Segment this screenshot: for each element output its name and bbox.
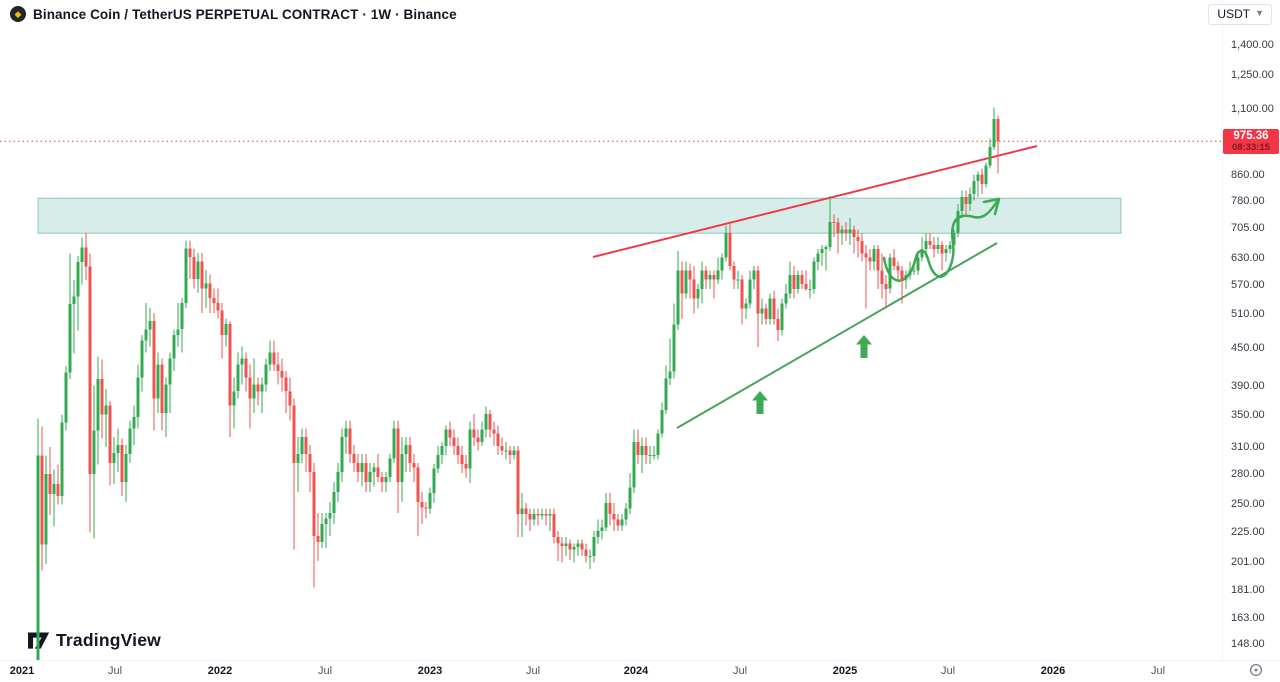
symbol-title: Binance Coin / TetherUS PERPETUAL CONTRA…: [33, 6, 457, 22]
price-tick-label: 1,100.00: [1231, 103, 1274, 116]
price-tick-label: 450.00: [1231, 341, 1265, 354]
price-tick-label: 181.00: [1231, 584, 1265, 597]
price-tick-label: 570.00: [1231, 278, 1265, 291]
price-tick-label: 1,250.00: [1231, 69, 1274, 82]
price-tick-label: 310.00: [1231, 440, 1265, 453]
price-tick-label: 148.00: [1231, 638, 1265, 650]
price-tick-label: 201.00: [1231, 556, 1265, 569]
candles-layer: [36, 107, 1000, 660]
binance-coin-logo-icon: ◆: [10, 6, 26, 22]
price-tick-label: 225.00: [1231, 526, 1265, 539]
time-tick-label: 2021: [9, 665, 35, 677]
price-tick-label: 510.00: [1231, 308, 1265, 321]
time-tick-label: Jul: [940, 665, 956, 677]
last-price-badge: 975.36 08:33:15: [1223, 128, 1279, 154]
tradingview-logo-text: TradingView: [56, 630, 161, 650]
price-tick-label: 280.00: [1231, 468, 1265, 481]
price-tick-label: 780.00: [1231, 194, 1265, 207]
time-tick-label: 2022: [207, 665, 233, 677]
up-arrow-marker[interactable]: [752, 391, 768, 414]
time-tick-label: 2026: [1040, 665, 1066, 677]
bar-countdown: 08:33:15: [1231, 142, 1271, 154]
price-tick-label: 390.00: [1231, 379, 1265, 392]
currency-selector[interactable]: USDT ▼: [1208, 4, 1272, 25]
price-tick-label: 163.00: [1231, 612, 1265, 625]
up-arrow-marker[interactable]: [856, 335, 872, 358]
resistance-trendline[interactable]: [592, 145, 1038, 258]
supply-zone-rectangle[interactable]: [37, 197, 1122, 234]
support-trendline[interactable]: [676, 242, 998, 429]
price-tick-label: 1,400.00: [1231, 39, 1274, 51]
time-tick-label: Jul: [1150, 665, 1166, 677]
last-price-value: 975.36: [1233, 129, 1269, 142]
chevron-down-icon: ▼: [1255, 8, 1264, 18]
breakout-curve-arrow[interactable]: [882, 198, 1000, 282]
price-tick-label: 860.00: [1231, 168, 1265, 181]
breakout-curve-arrowhead: [982, 197, 1001, 216]
time-tick-label: Jul: [525, 665, 541, 677]
currency-label: USDT: [1217, 7, 1251, 21]
time-tick-label: Jul: [732, 665, 748, 677]
time-axis[interactable]: 2021 Jul 2022 Jul 2023 Jul 2024 Jul 2025 Jul 2026 J…: [0, 660, 1280, 682]
time-tick-label: Jul: [107, 665, 123, 677]
price-axis[interactable]: 1,400.00 1,250.00 1,100.00 860.00 780.00 705.…: [1222, 0, 1280, 660]
time-tick-label: 2025: [832, 665, 858, 677]
price-tick-label: 630.00: [1231, 251, 1265, 264]
candlestick-chart[interactable]: [0, 0, 1222, 660]
time-tick-label: 2023: [417, 665, 443, 677]
price-tick-label: 250.00: [1231, 498, 1265, 511]
time-tick-label: 2024: [623, 665, 649, 677]
price-tick-label: 350.00: [1231, 408, 1265, 421]
symbol-legend[interactable]: ◆ Binance Coin / TetherUS PERPETUAL CONT…: [10, 6, 457, 22]
price-tick-label: 705.00: [1231, 221, 1265, 234]
axis-settings-icon[interactable]: [1248, 662, 1264, 678]
time-tick-label: Jul: [317, 665, 333, 677]
